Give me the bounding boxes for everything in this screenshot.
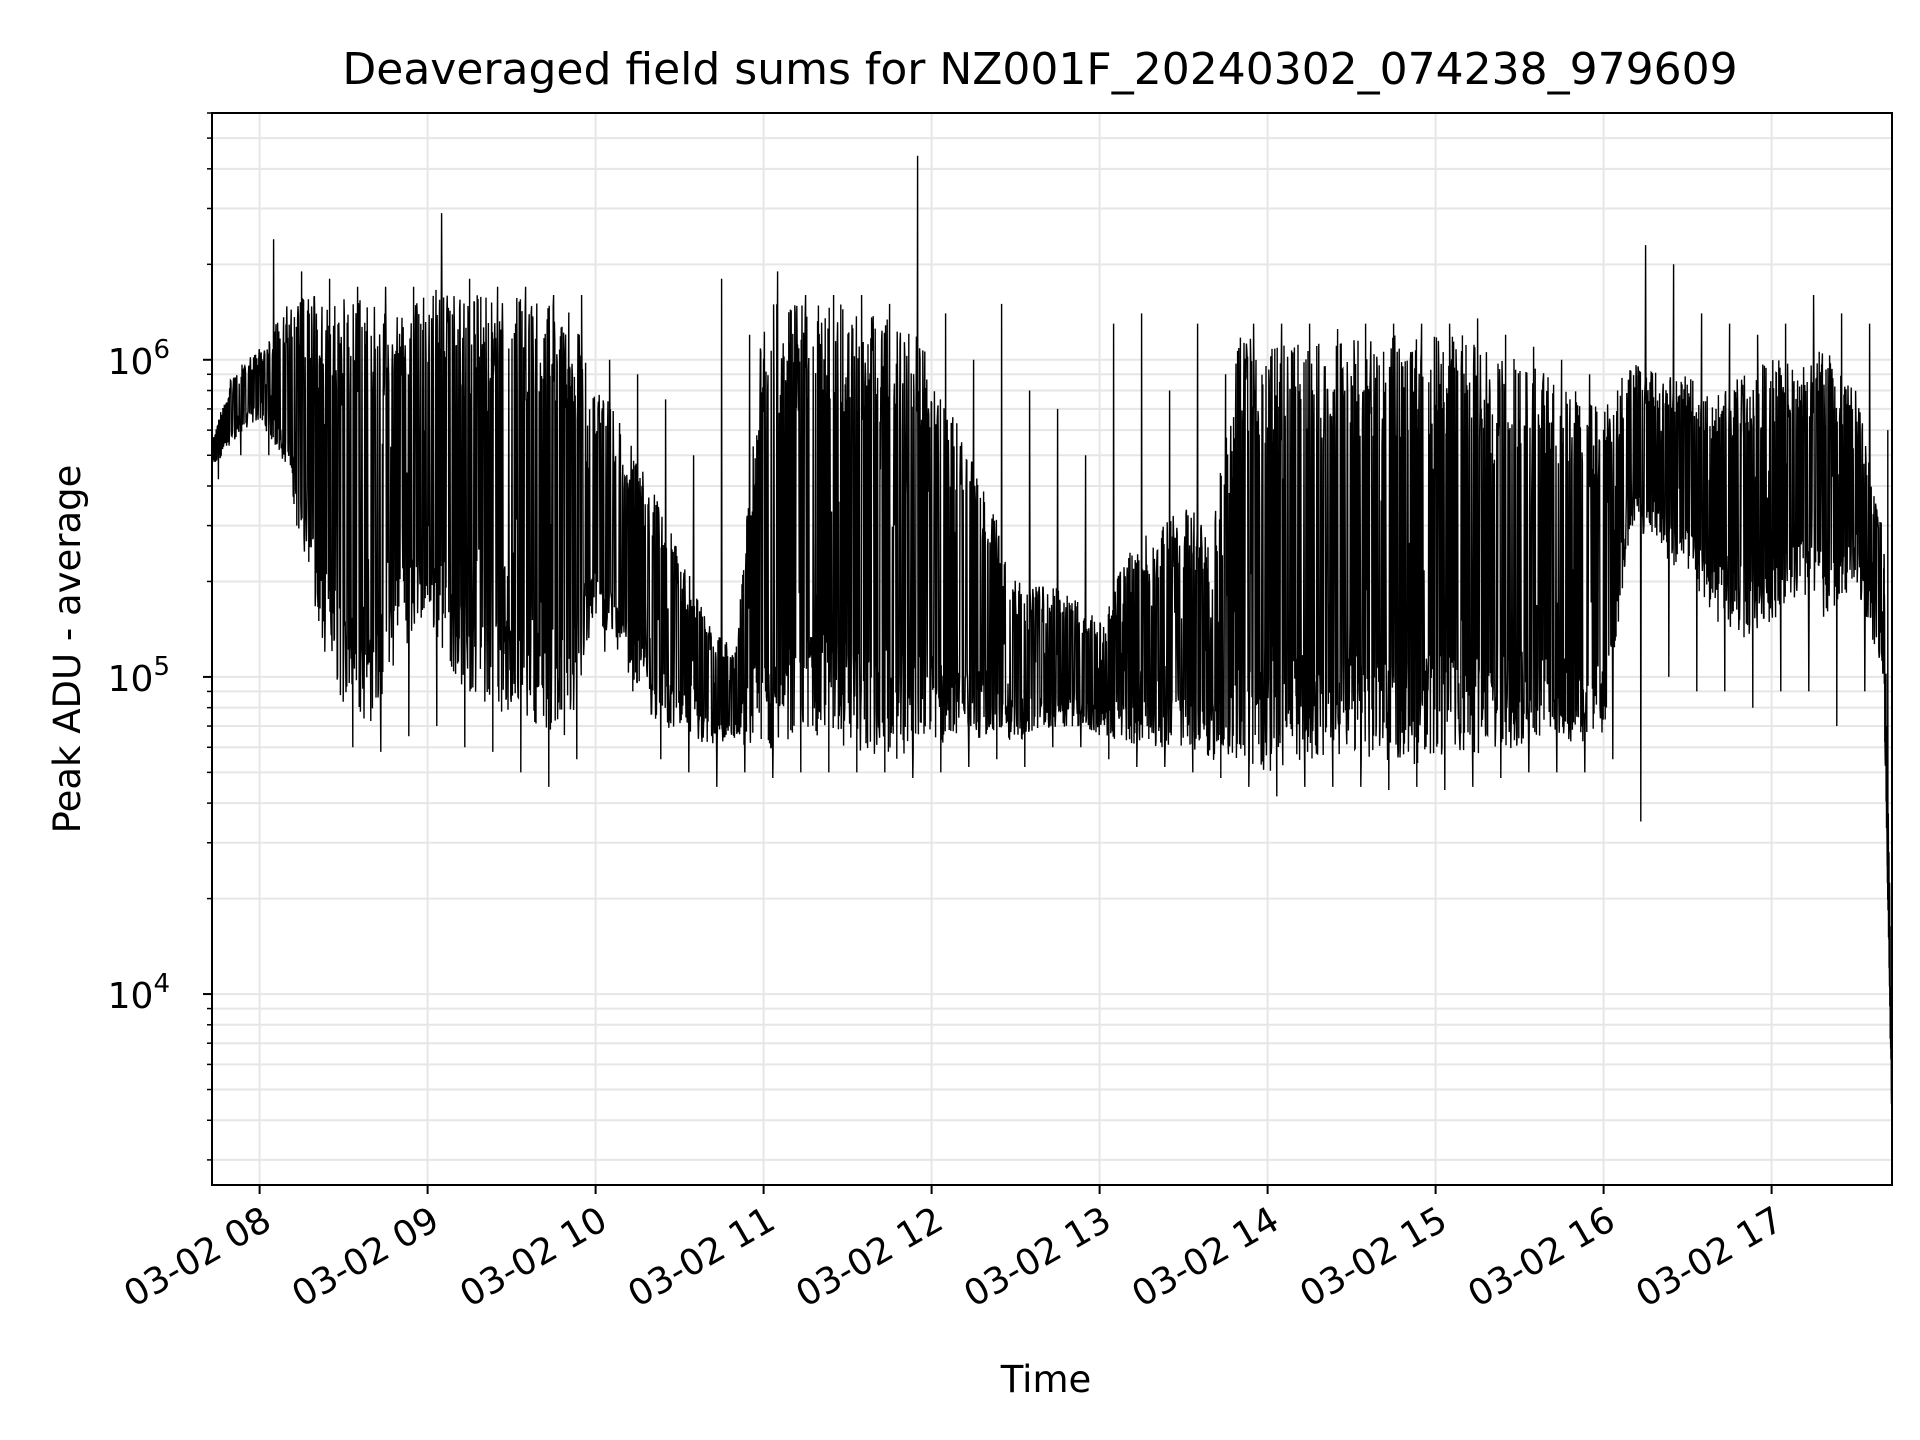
y-axis-label: Peak ADU - average <box>46 465 89 834</box>
y-tick-label: 105 <box>108 652 170 700</box>
y-tick-label: 106 <box>108 335 170 383</box>
y-tick-label: 104 <box>108 969 170 1017</box>
plot-frame <box>211 112 1893 1186</box>
y-axis: 104 105 106 <box>108 112 212 1161</box>
series-line-group <box>212 155 1892 1139</box>
x-axis-label: Time <box>1000 1358 1092 1401</box>
series-line-0 <box>212 155 1892 1139</box>
chart-title: Deaveraged field sums for NZ001F_2024030… <box>342 44 1737 95</box>
